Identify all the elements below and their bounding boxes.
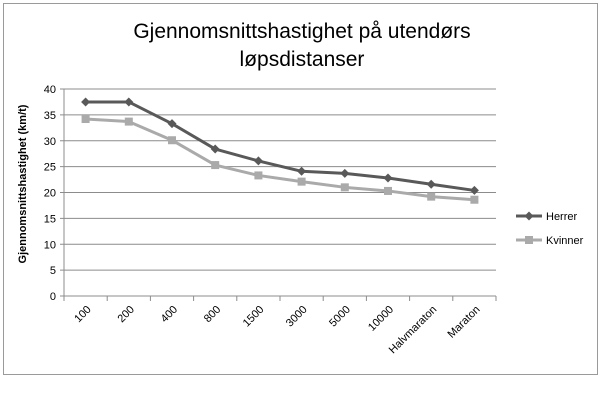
x-tick-label: 100 (72, 304, 93, 325)
data-point (470, 195, 479, 204)
y-tick-label: 40 (44, 84, 56, 96)
y-tick-label: 35 (44, 110, 56, 122)
data-point (384, 186, 392, 195)
data-point (168, 136, 176, 145)
legend-entry-kvinner: Kvinner (516, 235, 584, 247)
data-point (340, 183, 349, 192)
data-point (340, 168, 350, 178)
chart-frame: Gjennomsnittshastighet på utendørs løpsd… (3, 3, 598, 375)
y-tick-label: 20 (44, 188, 56, 200)
data-point (124, 117, 133, 126)
legend-entry-herrer: Herrer (516, 211, 578, 223)
data-point (211, 161, 220, 170)
y-tick-label: 15 (44, 213, 56, 225)
legend-swatch-marker (524, 211, 534, 221)
x-tick-label: 400 (159, 304, 180, 325)
data-point (426, 179, 436, 189)
data-point (81, 97, 91, 107)
series-line (85, 117, 475, 202)
data-point (254, 171, 263, 180)
series-layer (81, 97, 479, 204)
x-tick-label: 1500 (241, 304, 267, 330)
chart-title-line-2: løpsdistanser (240, 48, 365, 71)
data-point (210, 144, 220, 154)
data-point (81, 115, 90, 124)
data-point (167, 119, 177, 129)
x-tick-label: 5000 (327, 304, 353, 330)
legend-label: Kvinner (546, 235, 584, 247)
x-tick-label: 10000 (366, 304, 396, 334)
y-axis-label: Gjennomsnittshastighet (km/t) (17, 104, 29, 263)
series-herrer (81, 97, 479, 195)
data-point (383, 173, 393, 183)
data-point (469, 185, 479, 195)
data-point (427, 192, 436, 201)
legend-label: Herrer (546, 211, 578, 223)
y-tick-label: 30 (44, 136, 56, 148)
y-tick-label: 0 (50, 291, 56, 303)
legend-swatch-marker (525, 236, 533, 244)
data-point (297, 166, 307, 176)
y-tick-label: 25 (44, 162, 56, 174)
series-kvinner (81, 115, 479, 204)
chart-title-line-1: Gjennomsnittshastighet på utendørs (133, 20, 470, 43)
data-point (297, 177, 306, 186)
y-tick-label: 5 (50, 265, 56, 277)
axes-layer: 0 5 10 15 20 25 30 35 40 100 200 400 800 1500 3000 5000… (44, 84, 497, 356)
series-line (85, 100, 475, 192)
data-point (124, 97, 134, 107)
x-tick-label: 3000 (284, 304, 310, 330)
x-tick-label: Maraton (445, 304, 482, 341)
x-tick-label: 200 (115, 304, 136, 325)
x-tick-label: 800 (202, 304, 223, 325)
legend: Herrer Kvinner (516, 211, 584, 247)
y-tick-label: 10 (44, 239, 56, 251)
line-chart: Gjennomsnittshastighet på utendørs løpsd… (17, 20, 584, 356)
data-point (253, 156, 263, 166)
